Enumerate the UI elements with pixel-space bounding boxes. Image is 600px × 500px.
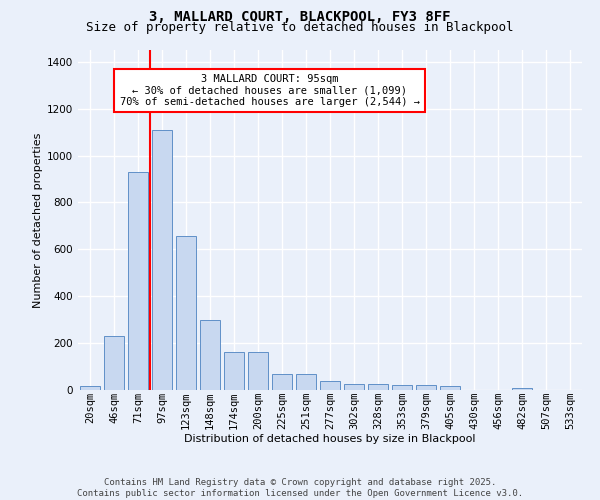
Bar bbox=[152, 130, 172, 390]
Text: Size of property relative to detached houses in Blackpool: Size of property relative to detached ho… bbox=[86, 22, 514, 35]
Bar bbox=[392, 385, 412, 390]
Bar bbox=[248, 352, 268, 390]
Bar bbox=[368, 384, 388, 390]
Bar bbox=[512, 388, 532, 390]
Bar bbox=[272, 374, 292, 390]
Text: 3, MALLARD COURT, BLACKPOOL, FY3 8FF: 3, MALLARD COURT, BLACKPOOL, FY3 8FF bbox=[149, 10, 451, 24]
Bar bbox=[200, 320, 220, 390]
Bar bbox=[176, 236, 196, 390]
X-axis label: Distribution of detached houses by size in Blackpool: Distribution of detached houses by size … bbox=[184, 434, 476, 444]
Bar bbox=[416, 386, 436, 390]
Bar bbox=[224, 352, 244, 390]
Bar bbox=[320, 380, 340, 390]
Bar bbox=[80, 386, 100, 390]
Bar bbox=[344, 384, 364, 390]
Y-axis label: Number of detached properties: Number of detached properties bbox=[33, 132, 43, 308]
Bar bbox=[104, 336, 124, 390]
Bar bbox=[128, 172, 148, 390]
Bar bbox=[296, 374, 316, 390]
Text: 3 MALLARD COURT: 95sqm
← 30% of detached houses are smaller (1,099)
70% of semi-: 3 MALLARD COURT: 95sqm ← 30% of detached… bbox=[119, 74, 419, 107]
Text: Contains HM Land Registry data © Crown copyright and database right 2025.
Contai: Contains HM Land Registry data © Crown c… bbox=[77, 478, 523, 498]
Bar bbox=[440, 386, 460, 390]
